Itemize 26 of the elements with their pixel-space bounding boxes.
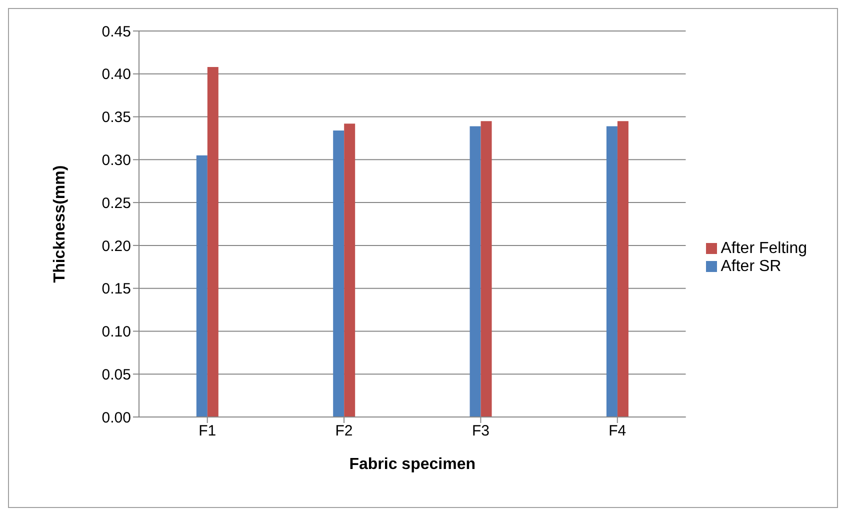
y-tick-label: 0.10 [102,324,131,341]
y-tick-label: 0.40 [102,66,131,84]
bar [606,126,618,417]
y-tick-label: 0.35 [102,109,131,126]
y-tick-label: 0.20 [102,238,131,255]
bar [333,130,344,417]
y-tick-label: 0.25 [102,194,131,212]
y-tick-label: 0.00 [102,409,131,426]
bar [344,124,356,417]
legend-label: After SR [720,258,782,275]
bar [470,126,481,417]
x-tick-label: F4 [608,422,626,440]
bar [196,155,208,417]
bar [480,121,492,417]
y-tick-label: 0.05 [102,366,131,384]
legend-label: After Felting [720,240,807,257]
y-tick-label: 0.45 [102,23,131,40]
x-tick-label: F3 [472,422,490,440]
x-tick-label: F1 [198,422,216,440]
y-axis-title: Thickness(mm) [52,165,69,283]
y-tick-label: 0.15 [102,280,131,298]
x-tick-label: F2 [335,422,353,440]
bar [207,67,218,417]
y-tick-label: 0.30 [102,152,131,169]
x-axis-title: Fabric specimen [349,456,476,473]
bar [617,121,628,417]
